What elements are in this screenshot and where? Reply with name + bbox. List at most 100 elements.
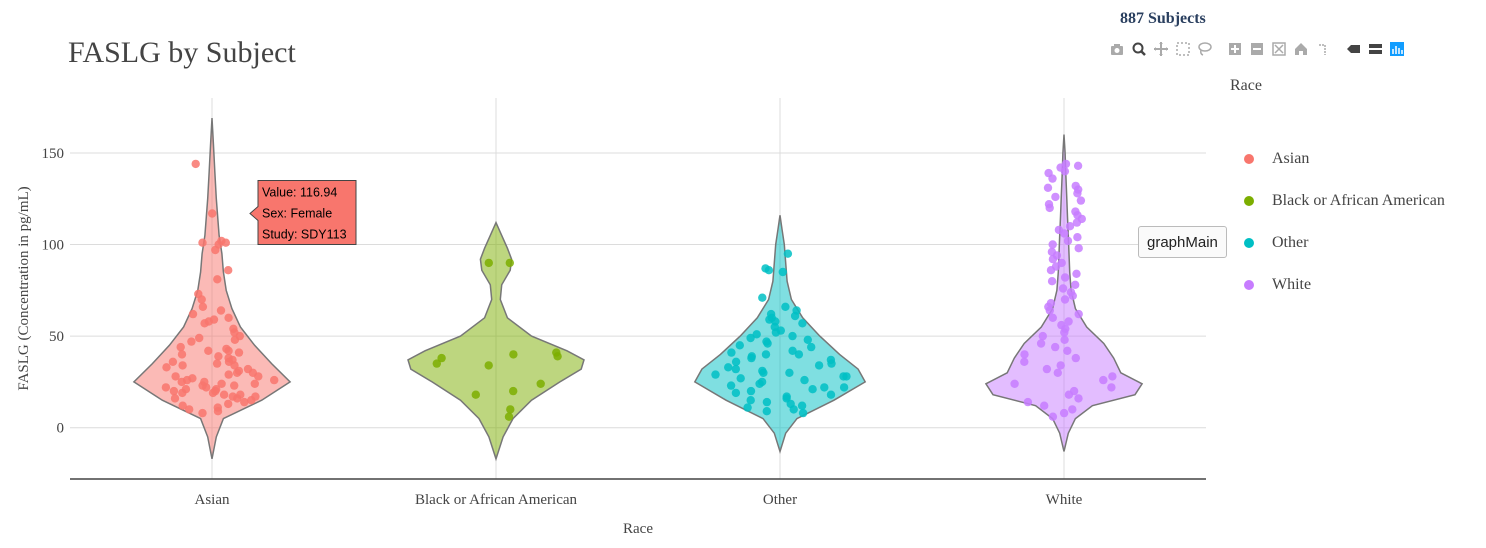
data-point[interactable] — [781, 302, 790, 311]
data-point[interactable] — [1099, 375, 1108, 385]
data-point[interactable] — [185, 405, 194, 414]
data-point[interactable] — [839, 383, 849, 392]
data-point[interactable] — [432, 359, 441, 368]
data-point[interactable] — [1045, 306, 1055, 315]
data-point[interactable] — [1042, 364, 1052, 374]
data-point[interactable] — [731, 357, 741, 366]
data-point[interactable] — [747, 353, 756, 363]
data-point[interactable] — [1071, 280, 1080, 289]
data-point[interactable] — [1060, 229, 1069, 238]
data-point[interactable] — [807, 342, 816, 352]
data-point[interactable] — [191, 159, 200, 169]
data-point[interactable] — [230, 381, 239, 390]
data-point[interactable] — [162, 363, 171, 372]
data-point[interactable] — [1068, 291, 1078, 300]
data-point[interactable] — [726, 381, 736, 390]
data-point[interactable] — [234, 348, 244, 357]
data-point[interactable] — [735, 341, 744, 350]
data-point[interactable] — [1058, 284, 1068, 293]
data-point[interactable] — [198, 238, 207, 247]
data-point[interactable] — [195, 333, 204, 343]
data-point[interactable] — [1060, 167, 1070, 176]
data-point[interactable] — [200, 319, 209, 328]
data-point[interactable] — [1023, 397, 1033, 407]
data-point[interactable] — [1107, 383, 1116, 392]
data-point[interactable] — [746, 386, 756, 396]
data-point[interactable] — [247, 396, 256, 405]
lasso-select-icon[interactable] — [1194, 38, 1216, 60]
hover-closest-icon[interactable] — [1342, 38, 1364, 60]
data-point[interactable] — [484, 361, 493, 370]
data-point[interactable] — [1074, 309, 1083, 319]
violin-asian[interactable] — [132, 118, 292, 460]
data-point[interactable] — [471, 390, 480, 399]
data-point[interactable] — [509, 386, 518, 396]
data-point[interactable] — [762, 407, 771, 416]
data-point[interactable] — [827, 359, 836, 368]
data-point[interactable] — [1063, 346, 1072, 355]
data-point[interactable] — [1043, 183, 1053, 192]
data-point[interactable] — [826, 390, 836, 399]
data-point[interactable] — [711, 370, 720, 379]
data-point[interactable] — [731, 388, 741, 398]
data-point[interactable] — [224, 370, 233, 379]
data-point[interactable] — [1071, 353, 1081, 363]
data-point[interactable] — [177, 377, 186, 387]
data-point[interactable] — [536, 379, 545, 388]
data-point[interactable] — [736, 374, 745, 383]
data-point[interactable] — [232, 368, 242, 377]
data-point[interactable] — [230, 335, 240, 344]
data-point[interactable] — [1065, 222, 1075, 231]
data-point[interactable] — [1059, 408, 1069, 418]
data-point[interactable] — [208, 209, 217, 218]
data-point[interactable] — [1072, 269, 1081, 278]
data-point[interactable] — [759, 368, 768, 377]
data-point[interactable] — [743, 403, 752, 412]
data-point[interactable] — [1048, 240, 1057, 249]
data-point[interactable] — [1036, 339, 1046, 348]
data-point[interactable] — [224, 313, 233, 322]
data-point[interactable] — [204, 346, 213, 355]
data-point[interactable] — [798, 408, 808, 418]
data-point[interactable] — [213, 275, 222, 284]
legend-item[interactable]: Black or African American — [1244, 180, 1445, 222]
data-point[interactable] — [1064, 317, 1073, 326]
data-point[interactable] — [176, 342, 185, 352]
data-point[interactable] — [169, 386, 179, 396]
spike-lines-icon[interactable] — [1312, 38, 1334, 60]
data-point[interactable] — [1051, 192, 1060, 202]
data-point[interactable] — [727, 348, 736, 357]
data-point[interactable] — [746, 396, 755, 405]
data-point[interactable] — [553, 352, 562, 361]
data-point[interactable] — [1076, 196, 1086, 205]
data-point[interactable] — [1073, 233, 1082, 242]
data-point[interactable] — [1060, 273, 1070, 282]
data-point[interactable] — [1060, 295, 1070, 304]
zoom-in-icon[interactable] — [1224, 38, 1246, 60]
data-point[interactable] — [1068, 405, 1077, 414]
data-point[interactable] — [1051, 342, 1060, 352]
data-point[interactable] — [178, 388, 187, 398]
data-point[interactable] — [224, 399, 233, 409]
data-point[interactable] — [161, 383, 171, 392]
data-point[interactable] — [254, 372, 263, 381]
data-point[interactable] — [785, 368, 794, 377]
data-point[interactable] — [790, 311, 800, 321]
data-point[interactable] — [484, 258, 493, 268]
data-point[interactable] — [1020, 357, 1029, 366]
zoom-out-icon[interactable] — [1246, 38, 1268, 60]
data-point[interactable] — [788, 331, 797, 341]
data-point[interactable] — [240, 397, 249, 407]
data-point[interactable] — [1060, 335, 1069, 344]
pan-icon[interactable] — [1150, 38, 1172, 60]
data-point[interactable] — [177, 350, 187, 359]
data-point[interactable] — [731, 364, 740, 374]
data-point[interactable] — [1108, 372, 1117, 381]
data-point[interactable] — [212, 359, 222, 368]
data-point[interactable] — [208, 388, 218, 398]
data-point[interactable] — [1073, 189, 1082, 198]
data-point[interactable] — [1046, 266, 1056, 275]
data-point[interactable] — [761, 350, 771, 359]
data-point[interactable] — [724, 363, 733, 372]
